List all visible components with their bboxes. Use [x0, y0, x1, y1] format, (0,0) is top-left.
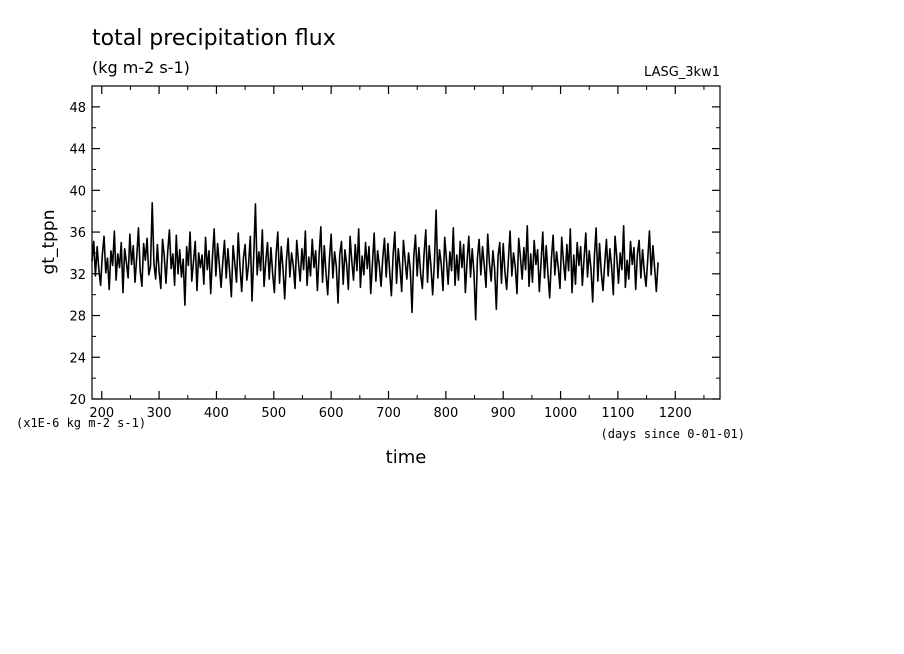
y-tick-label: 28	[69, 310, 86, 325]
y-scale-note: (x1E-6 kg m-2 s-1)	[16, 416, 146, 430]
x-tick-label: 500	[261, 406, 286, 421]
y-tick-label: 32	[69, 268, 86, 283]
x-tick-label: 1200	[659, 406, 692, 421]
y-tick-label: 44	[69, 143, 86, 158]
plot-frame	[91, 85, 721, 400]
x-tick-label: 600	[319, 406, 344, 421]
chart-title: total precipitation flux	[92, 26, 336, 51]
y-tick-label: 24	[69, 351, 86, 366]
y-axis: 20 24 28 32 36 40 44 48	[69, 101, 720, 408]
minor-ticks	[92, 85, 720, 399]
x-tick-label: 200	[89, 406, 114, 421]
y-axis-label: gt_tppn	[39, 210, 59, 275]
y-tick-label: 36	[69, 226, 86, 241]
series-line	[91, 202, 659, 321]
x-tick-label: 800	[433, 406, 458, 421]
x-unit-note: (days since 0-01-01)	[601, 427, 746, 441]
x-tick-label: 400	[204, 406, 229, 421]
x-tick-label: 300	[147, 406, 172, 421]
x-axis: 200 300 400 500 600 700 800 900 1000 1100 1200	[89, 86, 692, 421]
y-tick-label: 48	[69, 101, 86, 116]
x-tick-label: 900	[491, 406, 516, 421]
chart-subtitle-units: (kg m-2 s-1)	[92, 58, 190, 77]
y-tick-label: 40	[69, 184, 86, 199]
x-tick-label: 1000	[544, 406, 577, 421]
x-tick-label: 700	[376, 406, 401, 421]
x-axis-label: time	[386, 447, 427, 468]
run-label: LASG_3kw1	[644, 65, 720, 80]
x-tick-label: 1100	[601, 406, 634, 421]
y-tick-label: 20	[69, 393, 86, 408]
